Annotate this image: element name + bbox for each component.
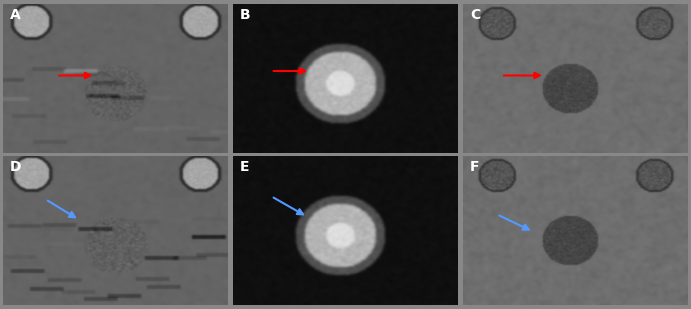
Text: F: F bbox=[470, 160, 480, 174]
Text: B: B bbox=[240, 8, 250, 22]
Text: E: E bbox=[240, 160, 249, 174]
Text: C: C bbox=[470, 8, 480, 22]
Text: D: D bbox=[10, 160, 21, 174]
Text: A: A bbox=[10, 8, 20, 22]
